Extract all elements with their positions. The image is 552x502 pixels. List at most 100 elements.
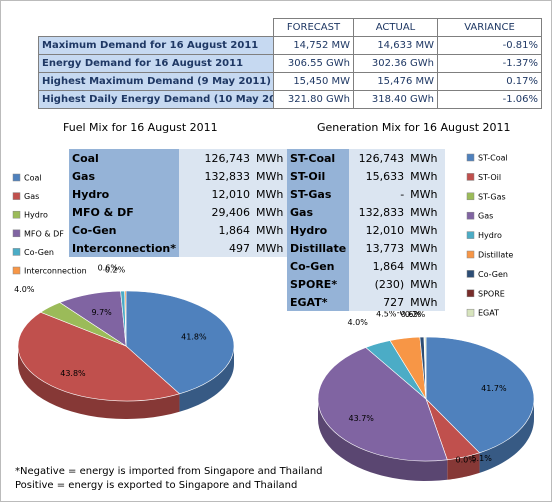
pie-slice xyxy=(317,347,448,462)
energy-value: 727 xyxy=(349,293,408,311)
legend-label: MFO & DF xyxy=(24,229,64,238)
value-cell: 306.55 GWh xyxy=(273,54,354,73)
unit: MWh xyxy=(407,185,446,203)
data-label: 0.6% xyxy=(401,310,422,319)
unit: MWh xyxy=(407,239,446,257)
pie-slice-side xyxy=(447,452,480,480)
legend-label: Hydro xyxy=(24,211,48,220)
energy-value: 15,633 xyxy=(349,167,408,185)
header-row: FORECAST ACTUAL VARIANCE xyxy=(38,18,542,37)
source-name: Co-Gen xyxy=(69,221,179,239)
value-cell: 14,752 MW xyxy=(273,36,354,55)
legend-label: SPORE xyxy=(478,289,505,298)
row: Interconnection* 497 MWh xyxy=(69,239,295,257)
legend-swatch xyxy=(12,266,21,275)
source-name: SPORE* xyxy=(287,275,350,293)
legend-label: Distillate xyxy=(478,251,513,260)
pie-slice-side xyxy=(179,346,234,412)
chart-title: Generation Mix for 16 August 2011 xyxy=(317,121,511,134)
row: ST-Oil 15,633 MWh xyxy=(287,167,446,185)
row: SPORE* (230) MWh xyxy=(287,275,446,293)
value-cell: -1.37% xyxy=(437,54,542,73)
unit: MWh xyxy=(407,149,446,167)
value-cell: -0.81% xyxy=(437,36,542,55)
row: Hydro 12,010 MWh xyxy=(69,185,295,203)
source-name: Gas xyxy=(69,167,179,185)
energy-value: 132,833 xyxy=(349,203,408,221)
source-name: ST-Gas xyxy=(287,185,350,203)
unit: MWh xyxy=(407,257,446,275)
source-name: Distillate xyxy=(287,239,350,257)
energy-value: 1,864 xyxy=(349,257,408,275)
source-name: ST-Coal xyxy=(287,149,350,167)
unit: MWh xyxy=(407,275,446,293)
pie-slice xyxy=(425,336,535,454)
source-name: ST-Oil xyxy=(287,167,350,185)
header-cell: FORECAST xyxy=(273,18,354,37)
source-name: EGAT* xyxy=(287,293,350,311)
data-label: 41.8% xyxy=(181,332,207,341)
data-label: 9.7% xyxy=(91,308,112,317)
row: MFO & DF 29,406 MWh xyxy=(69,203,295,221)
legend-swatch xyxy=(12,229,21,238)
source-name: Coal xyxy=(69,149,179,167)
legend-swatch xyxy=(466,192,475,201)
source-name: Gas xyxy=(287,203,350,221)
data-label: 4.5% xyxy=(376,310,397,319)
legend-label: Coal xyxy=(24,174,42,183)
pie-slice-side xyxy=(479,399,534,473)
pie-slice xyxy=(125,290,235,395)
energy-value: 132,833 xyxy=(178,167,253,185)
source-name: Co-Gen xyxy=(287,257,350,275)
row-label: Highest Maximum Demand (9 May 2011) xyxy=(38,72,274,91)
data-label: -0.1% xyxy=(397,308,421,317)
energy-value: 1,864 xyxy=(178,221,253,239)
footnote: Positive = energy is exported to Singapo… xyxy=(15,480,297,491)
row: Gas 132,833 MWh xyxy=(69,167,295,185)
source-name: Hydro xyxy=(69,185,179,203)
legend-swatch xyxy=(466,153,475,162)
legend-label: ST-Oil xyxy=(478,173,501,182)
row: ST-Coal 126,743 MWh xyxy=(287,149,446,167)
unit: MWh xyxy=(252,203,295,221)
row: Highest Maximum Demand (9 May 2011) 15,45… xyxy=(38,72,542,91)
energy-value: 13,773 xyxy=(349,239,408,257)
legend-swatch xyxy=(466,289,475,298)
unit: MWh xyxy=(407,203,446,221)
unit: MWh xyxy=(252,239,295,257)
legend-swatch xyxy=(12,248,21,256)
value-cell: 302.36 GWh xyxy=(353,54,438,73)
row: ST-Gas - MWh xyxy=(287,185,446,203)
legend-swatch xyxy=(466,308,475,317)
energy-value: 497 xyxy=(178,239,253,257)
data-label: 0.0% xyxy=(456,455,477,464)
row: Maximum Demand for 16 August 2011 14,752 … xyxy=(38,36,542,55)
legend-label: ST-Gas xyxy=(478,192,506,201)
data-label: 0.2% xyxy=(105,266,126,275)
legend-label: EGAT xyxy=(478,309,499,318)
pie-slice xyxy=(424,336,427,400)
data-label: 4.0% xyxy=(348,318,369,327)
source-name: Hydro xyxy=(287,221,350,239)
unit: MWh xyxy=(252,167,295,185)
data-label: 5.1% xyxy=(471,454,492,463)
pie-slice xyxy=(17,311,181,402)
row: Highest Daily Energy Demand (10 May 2011… xyxy=(38,90,542,109)
unit: MWh xyxy=(407,293,446,311)
row: Gas 132,833 MWh xyxy=(287,203,446,221)
legend-label: Co-Gen xyxy=(478,270,508,279)
row: Energy Demand for 16 August 2011 306.55 G… xyxy=(38,54,542,73)
data-label: 41.7% xyxy=(481,384,507,393)
row: EGAT* 727 MWh xyxy=(287,293,446,311)
row: Hydro 12,010 MWh xyxy=(287,221,446,239)
energy-value: 29,406 xyxy=(178,203,253,221)
chart-title: Fuel Mix for 16 August 2011 xyxy=(63,121,218,134)
data-label: 43.7% xyxy=(348,414,374,423)
energy-value: - xyxy=(349,185,408,203)
row: Distillate 13,773 MWh xyxy=(287,239,446,257)
value-cell: 318.40 GWh xyxy=(353,90,438,109)
value-cell: 0.17% xyxy=(437,72,542,91)
energy-value: 126,743 xyxy=(178,149,253,167)
legend-swatch xyxy=(12,192,21,200)
row-label: Energy Demand for 16 August 2011 xyxy=(38,54,274,73)
